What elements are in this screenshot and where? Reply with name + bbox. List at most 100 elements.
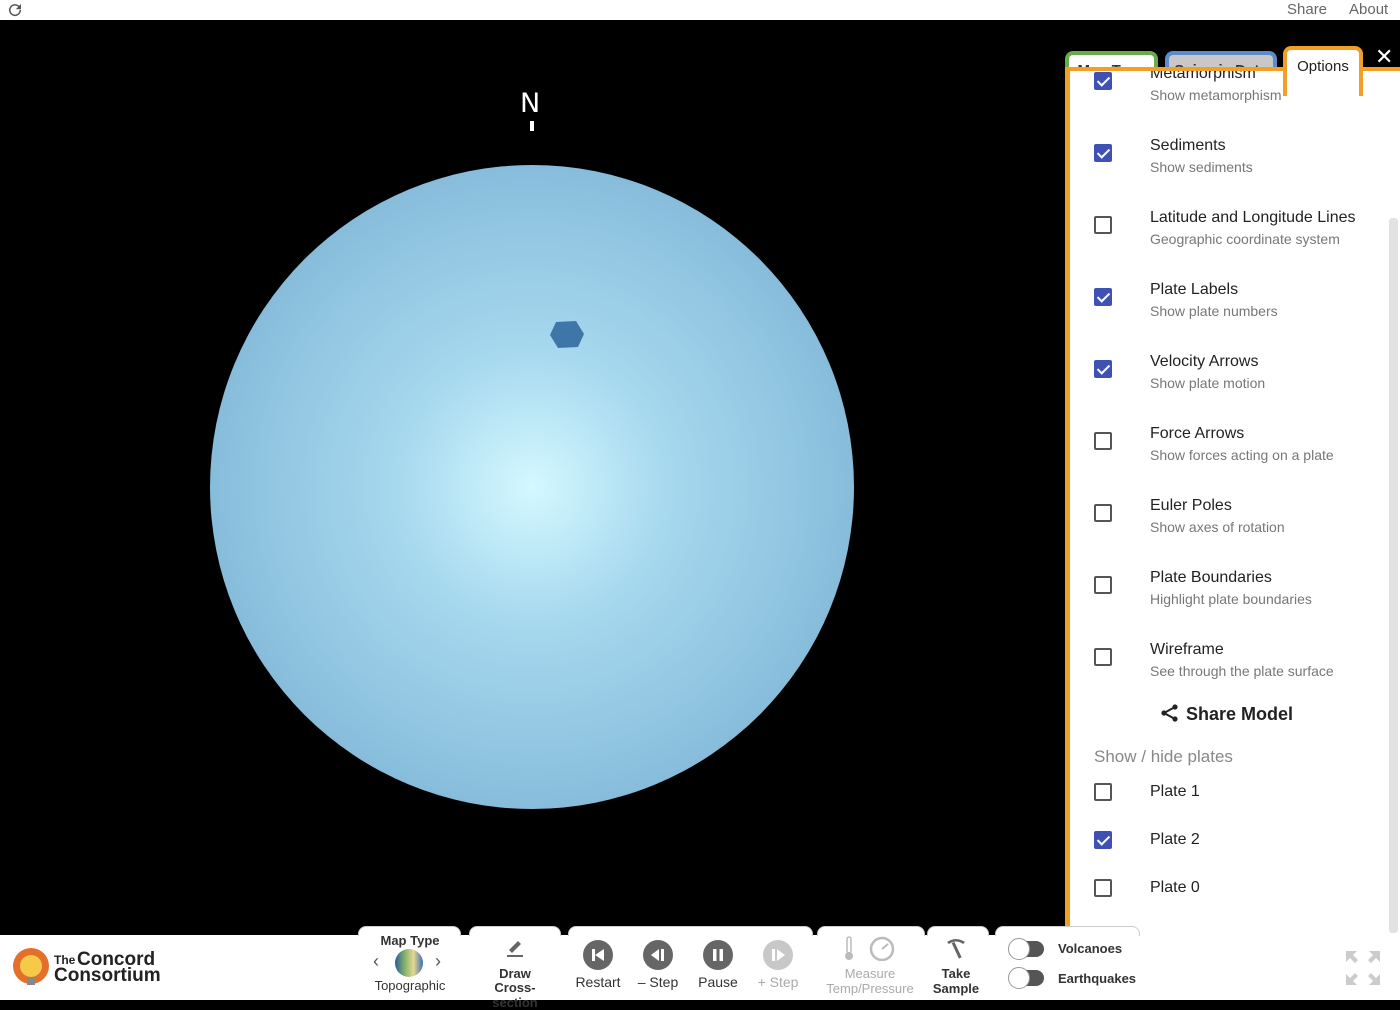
bottom-toolbar: The Concord Consortium Map Type ‹ › Topo…: [0, 926, 1400, 1010]
option-row[interactable]: Force Arrows Show forces acting on a plat…: [1070, 419, 1390, 479]
option-subtitle: Show sediments: [1150, 159, 1253, 175]
pencil-icon: [507, 941, 523, 957]
plate-polygon[interactable]: [548, 320, 586, 350]
option-checkbox[interactable]: [1094, 288, 1112, 306]
logo-the: The: [54, 953, 76, 967]
option-checkbox[interactable]: [1094, 360, 1112, 378]
restart-label: Restart: [575, 974, 621, 990]
panel-scrollbar[interactable]: [1389, 218, 1398, 933]
gauge-icon: [869, 936, 895, 961]
tool-tab-cap: [358, 926, 461, 936]
option-subtitle: Highlight plate boundaries: [1150, 591, 1312, 607]
option-row[interactable]: Plate Boundaries Highlight plate boundari…: [1070, 563, 1390, 623]
option-subtitle: Show plate motion: [1150, 375, 1266, 391]
option-checkbox[interactable]: [1094, 432, 1112, 450]
sample-label-1: Take: [941, 966, 971, 981]
tool-tab-cap: [469, 926, 561, 936]
share-model-button[interactable]: Share Model: [1160, 703, 1293, 725]
take-sample-button[interactable]: Take Sample: [928, 935, 984, 1000]
plate-row[interactable]: Plate 2: [1070, 831, 1390, 891]
option-row[interactable]: Wireframe See through the plate surface: [1070, 635, 1390, 695]
option-title: Sediments: [1150, 137, 1226, 154]
option-checkbox[interactable]: [1094, 648, 1112, 666]
option-title: Plate Labels: [1150, 281, 1239, 298]
tool-tab-cap: [568, 926, 813, 936]
volcanoes-label: Volcanoes: [1058, 941, 1123, 956]
share-model-label: Share Model: [1186, 704, 1294, 724]
measure-temp-pressure-button[interactable]: Measure Temp/Pressure: [820, 935, 920, 1000]
chevron-right-icon[interactable]: ›: [435, 951, 441, 971]
about-link[interactable]: About: [1349, 1, 1389, 18]
option-subtitle: Show metamorphism: [1150, 87, 1282, 103]
option-title: Latitude and Longitude Lines: [1150, 209, 1356, 226]
option-checkbox[interactable]: [1094, 576, 1112, 594]
pause-button[interactable]: Pause: [690, 935, 746, 1000]
north-marker: [530, 121, 534, 131]
option-subtitle: Show axes of rotation: [1150, 519, 1285, 535]
measure-label-1: Measure: [844, 966, 896, 981]
volcanoes-toggle[interactable]: [1008, 938, 1044, 960]
fullscreen-icon[interactable]: [1344, 949, 1382, 987]
logo-line2: Consortium: [54, 965, 161, 986]
thermometer-icon: [845, 936, 853, 960]
option-checkbox[interactable]: [1094, 72, 1112, 90]
logo-line1: Concord: [77, 949, 156, 970]
pause-label: Pause: [698, 974, 738, 990]
step-forward-label: + Step: [757, 974, 799, 990]
options-panel: Metamorphism Show metamorphism Sediments Sh…: [1065, 67, 1400, 935]
plate-checkbox[interactable]: [1094, 783, 1112, 801]
step-forward-button[interactable]: + Step: [750, 935, 806, 1000]
option-row[interactable]: Euler Poles Show axes of rotation: [1070, 491, 1390, 551]
option-title: Velocity Arrows: [1150, 353, 1259, 370]
restart-button[interactable]: Restart: [570, 935, 626, 1000]
plate-label: Plate 0: [1150, 879, 1200, 896]
map-type-selector: Map Type ‹ › Topographic: [365, 933, 455, 1000]
map-type-value: Topographic: [374, 978, 446, 993]
plate-checkbox[interactable]: [1094, 879, 1112, 897]
top-bar: Share About: [0, 0, 1400, 20]
globe-icon: [395, 949, 423, 977]
plate-row[interactable]: Plate 1: [1070, 783, 1390, 843]
option-checkbox[interactable]: [1094, 144, 1112, 162]
share-link[interactable]: Share: [1287, 1, 1328, 18]
option-row[interactable]: Latitude and Longitude Lines Geographic c…: [1070, 203, 1390, 263]
draw-label-2: Cross-section: [492, 980, 538, 1010]
chevron-left-icon[interactable]: ‹: [373, 951, 379, 971]
option-title: Plate Boundaries: [1150, 569, 1272, 586]
step-back-icon: [643, 940, 673, 970]
plate-row[interactable]: Plate 0: [1070, 879, 1390, 935]
option-row[interactable]: Sediments Show sediments: [1070, 131, 1390, 191]
map-type-title: Map Type: [380, 933, 440, 948]
plates-heading: Show / hide plates: [1094, 747, 1233, 766]
option-title: Metamorphism: [1150, 67, 1256, 82]
earthquakes-label: Earthquakes: [1058, 971, 1137, 986]
option-checkbox[interactable]: [1094, 504, 1112, 522]
option-subtitle: Show forces acting on a plate: [1150, 447, 1334, 463]
plate-label: Plate 2: [1150, 831, 1200, 848]
option-row[interactable]: Plate Labels Show plate numbers: [1070, 275, 1390, 335]
tool-tab-cap: [817, 926, 925, 936]
share-icon: [1161, 704, 1178, 722]
measure-label-2: Temp/Pressure: [826, 981, 914, 996]
restart-icon: [583, 940, 613, 970]
pause-icon: [703, 940, 733, 970]
option-title: Force Arrows: [1150, 425, 1245, 442]
earthquakes-toggle[interactable]: [1008, 967, 1044, 989]
sample-label-2: Sample: [932, 981, 980, 996]
option-row[interactable]: Metamorphism Show metamorphism: [1070, 67, 1390, 119]
step-back-label: – Step: [637, 974, 679, 990]
tool-tab-cap: [927, 926, 989, 936]
option-checkbox[interactable]: [1094, 216, 1112, 234]
reload-icon[interactable]: [6, 1, 24, 19]
tab-options[interactable]: Options: [1283, 46, 1363, 96]
plate-checkbox[interactable]: [1094, 831, 1112, 849]
option-row[interactable]: Velocity Arrows Show plate motion: [1070, 347, 1390, 407]
draw-cross-section-button[interactable]: Draw Cross-section: [472, 935, 558, 1010]
option-subtitle: See through the plate surface: [1150, 663, 1334, 679]
north-label: N: [520, 88, 541, 119]
step-back-button[interactable]: – Step: [630, 935, 686, 1000]
planet-globe[interactable]: [210, 165, 854, 809]
close-panel-icon[interactable]: ✕: [1375, 44, 1394, 69]
option-title: Wireframe: [1150, 641, 1224, 658]
pick-hammer-icon: [947, 939, 965, 959]
